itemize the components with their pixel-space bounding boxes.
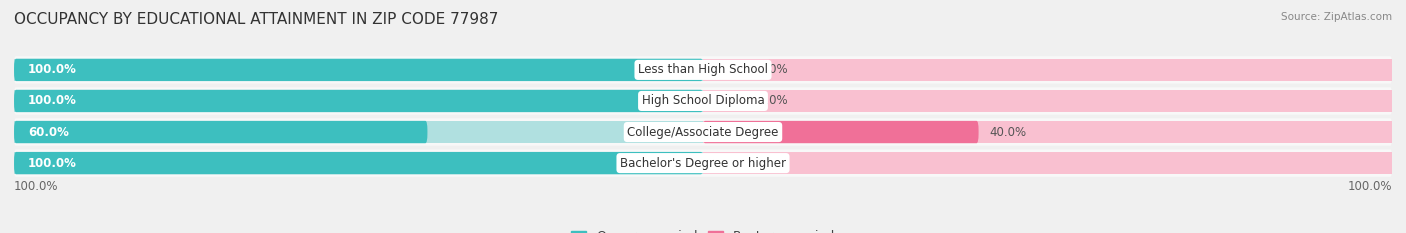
FancyBboxPatch shape [703, 121, 979, 143]
Text: OCCUPANCY BY EDUCATIONAL ATTAINMENT IN ZIP CODE 77987: OCCUPANCY BY EDUCATIONAL ATTAINMENT IN Z… [14, 12, 499, 27]
FancyBboxPatch shape [703, 90, 1392, 112]
FancyBboxPatch shape [703, 59, 1392, 81]
Text: Bachelor's Degree or higher: Bachelor's Degree or higher [620, 157, 786, 170]
Text: 100.0%: 100.0% [28, 63, 77, 76]
Text: 100.0%: 100.0% [28, 157, 77, 170]
FancyBboxPatch shape [703, 121, 1392, 143]
FancyBboxPatch shape [14, 121, 703, 143]
FancyBboxPatch shape [14, 59, 703, 81]
Text: High School Diploma: High School Diploma [641, 94, 765, 107]
Text: 0.0%: 0.0% [758, 94, 787, 107]
FancyBboxPatch shape [14, 121, 427, 143]
FancyBboxPatch shape [14, 56, 1392, 84]
FancyBboxPatch shape [14, 87, 1392, 115]
Text: 100.0%: 100.0% [14, 180, 59, 193]
Text: College/Associate Degree: College/Associate Degree [627, 126, 779, 139]
FancyBboxPatch shape [14, 118, 1392, 146]
Text: 0.0%: 0.0% [758, 63, 787, 76]
Text: Less than High School: Less than High School [638, 63, 768, 76]
FancyBboxPatch shape [14, 152, 703, 174]
Text: 100.0%: 100.0% [1347, 180, 1392, 193]
FancyBboxPatch shape [14, 90, 703, 112]
Text: 40.0%: 40.0% [988, 126, 1026, 139]
Text: 100.0%: 100.0% [28, 94, 77, 107]
FancyBboxPatch shape [14, 90, 703, 112]
FancyBboxPatch shape [14, 152, 703, 174]
Legend: Owner-occupied, Renter-occupied: Owner-occupied, Renter-occupied [567, 225, 839, 233]
Text: 0.0%: 0.0% [758, 157, 787, 170]
FancyBboxPatch shape [14, 149, 1392, 177]
FancyBboxPatch shape [14, 59, 703, 81]
Text: 60.0%: 60.0% [28, 126, 69, 139]
Text: Source: ZipAtlas.com: Source: ZipAtlas.com [1281, 12, 1392, 22]
FancyBboxPatch shape [703, 152, 1392, 174]
